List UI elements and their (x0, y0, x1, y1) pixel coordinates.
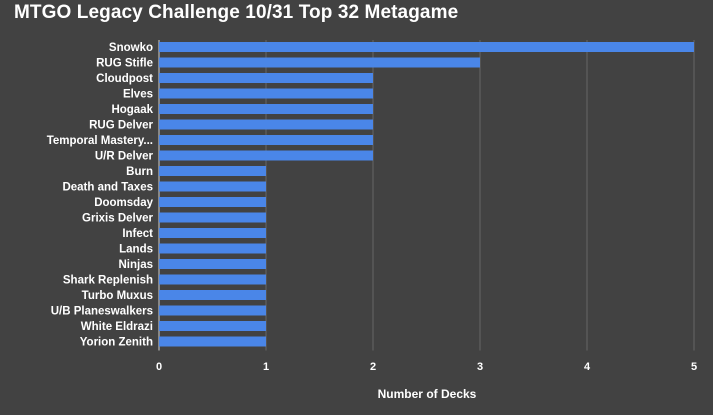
bar (159, 42, 694, 52)
category-label: Infect (122, 228, 153, 240)
x-tick-label: 0 (156, 361, 162, 373)
x-tick-label: 5 (691, 361, 697, 373)
category-label: U/R Delver (95, 151, 154, 163)
category-label: Ninjas (118, 259, 153, 271)
bar (159, 181, 266, 192)
bar (159, 336, 266, 347)
bar (159, 212, 266, 223)
x-tick-label: 4 (584, 361, 591, 373)
category-label: Death and Taxes (62, 182, 153, 194)
bar (159, 228, 266, 238)
category-label: Grixis Delver (82, 213, 153, 225)
category-label: Doomsday (94, 197, 153, 209)
category-label: White Eldrazi (81, 321, 153, 333)
category-label: Snowko (109, 42, 153, 54)
bar (159, 243, 266, 254)
bar (159, 104, 373, 114)
category-label: Temporal Mastery... (47, 135, 153, 147)
chart-title: MTGO Legacy Challenge 10/31 Top 32 Metag… (14, 2, 459, 23)
x-axis-title: Number of Decks (378, 387, 477, 401)
bar (159, 57, 480, 68)
bar (159, 166, 266, 176)
bar (159, 73, 373, 83)
category-label: Elves (123, 89, 153, 101)
bar (159, 321, 266, 331)
x-tick-label: 3 (477, 361, 483, 373)
bar (159, 290, 266, 300)
bar (159, 150, 373, 161)
category-label: Turbo Muxus (82, 290, 153, 302)
category-label: RUG Delver (89, 120, 153, 132)
category-label: Burn (126, 166, 153, 178)
bar (159, 305, 266, 316)
bar (159, 197, 266, 207)
category-label: RUG Stifle (96, 58, 153, 70)
bar (159, 274, 266, 285)
category-label: U/B Planeswalkers (51, 306, 153, 318)
category-label: Cloudpost (96, 73, 153, 85)
bar (159, 259, 266, 269)
category-label: Shark Replenish (63, 275, 153, 287)
bar (159, 119, 373, 130)
x-tick-label: 1 (263, 361, 269, 373)
bar (159, 135, 373, 145)
category-label: Lands (119, 244, 153, 256)
x-tick-label: 2 (370, 361, 376, 373)
category-label: Hogaak (111, 104, 153, 116)
category-label: Yorion Zenith (80, 337, 153, 349)
bar (159, 88, 373, 99)
